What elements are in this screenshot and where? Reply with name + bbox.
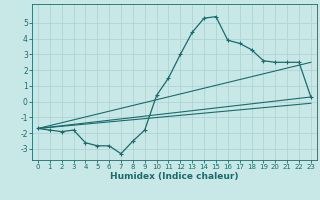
X-axis label: Humidex (Indice chaleur): Humidex (Indice chaleur) [110,172,239,181]
